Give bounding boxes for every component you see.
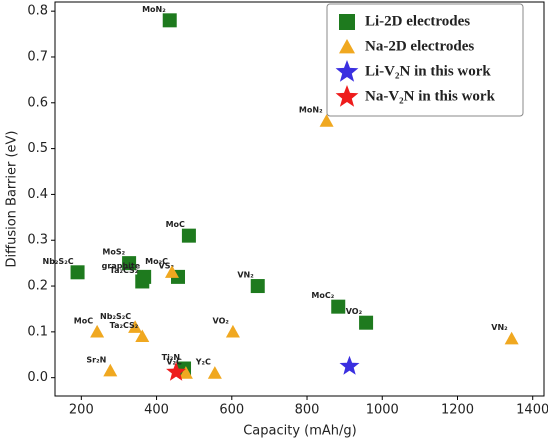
- point-label: Ta₂CS₂: [110, 266, 139, 275]
- x-tick-label: 1400: [516, 403, 548, 418]
- point-label: MoS₂: [102, 248, 125, 257]
- x-tick-label: 400: [144, 403, 169, 418]
- marker-square: [135, 274, 150, 289]
- y-tick-label: 0.5: [27, 141, 48, 156]
- point-label: Ti₂N: [162, 353, 180, 362]
- legend-label: Li-V₂N in this work: [365, 63, 491, 79]
- legend-label: Na-V₂N in this work: [365, 88, 496, 104]
- point-label: Y₂C: [195, 358, 211, 367]
- marker-square: [250, 279, 265, 294]
- marker-triangle: [319, 114, 334, 127]
- marker-square: [181, 228, 196, 243]
- point-label: VN₂: [491, 323, 508, 332]
- legend-label: Na-2D electrodes: [365, 38, 474, 54]
- y-tick-label: 0.3: [27, 233, 48, 248]
- point-label: Nb₂S₂C: [100, 312, 131, 321]
- legend-box: [326, 3, 524, 117]
- y-tick-label: 0.2: [27, 279, 48, 294]
- point-label: MoC: [166, 220, 185, 229]
- legend-label: Li-2D electrodes: [365, 13, 470, 29]
- y-tick-label: 0.4: [27, 187, 48, 202]
- x-tick-label: 200: [69, 403, 94, 418]
- point-label: MoC₂: [311, 291, 334, 300]
- marker-square: [339, 14, 355, 30]
- x-tick-label: 600: [219, 403, 244, 418]
- y-tick-label: 0.8: [27, 4, 48, 19]
- marker-triangle: [90, 324, 105, 338]
- x-tick-label: 800: [295, 403, 320, 418]
- point-label: VO₂: [346, 307, 363, 316]
- point-label: MoN₂: [299, 106, 323, 115]
- point-label: VN₂: [237, 271, 254, 280]
- marker-triangle: [339, 39, 355, 54]
- marker-triangle: [207, 366, 222, 379]
- marker-square: [331, 299, 346, 314]
- marker-square: [162, 13, 177, 28]
- point-label: Nb₂S₂C: [43, 257, 74, 266]
- x-axis-label: Capacity (mAh/g): [243, 424, 357, 439]
- marker-square: [359, 315, 374, 330]
- point-label: V₂C: [166, 358, 182, 367]
- point-label: Sr₂N: [86, 355, 106, 364]
- y-tick-label: 0.7: [27, 49, 48, 64]
- plot-frame: [54, 1, 545, 397]
- marker-square: [122, 256, 137, 271]
- point-label: Mo₂C: [145, 257, 168, 266]
- marker-triangle: [178, 366, 193, 379]
- x-tick-label: 1200: [441, 403, 474, 418]
- marker-star: [335, 85, 359, 107]
- marker-star: [335, 60, 359, 82]
- point-label: MoN₂: [142, 5, 166, 14]
- y-tick-label: 0.6: [27, 95, 48, 110]
- marker-triangle: [164, 265, 179, 278]
- y-tick-label: 0.0: [27, 370, 48, 385]
- marker-triangle: [128, 320, 143, 333]
- marker-star: [166, 361, 187, 381]
- y-axis-label: Diffusion Barrier (eV): [5, 131, 20, 268]
- marker-star: [339, 355, 360, 375]
- point-label: MoC: [74, 316, 93, 325]
- marker-square: [70, 265, 85, 280]
- x-tick-label: 1000: [366, 403, 399, 418]
- marker-triangle: [103, 363, 118, 377]
- point-label: VS₂: [159, 261, 175, 270]
- marker-triangle: [225, 324, 240, 338]
- marker-triangle: [135, 329, 150, 343]
- point-label: Ta₂CS₂: [110, 321, 139, 330]
- marker-triangle: [504, 331, 519, 345]
- y-tick-label: 0.1: [27, 324, 48, 339]
- point-label: VO₂: [213, 316, 230, 325]
- point-label: graphite: [102, 261, 141, 270]
